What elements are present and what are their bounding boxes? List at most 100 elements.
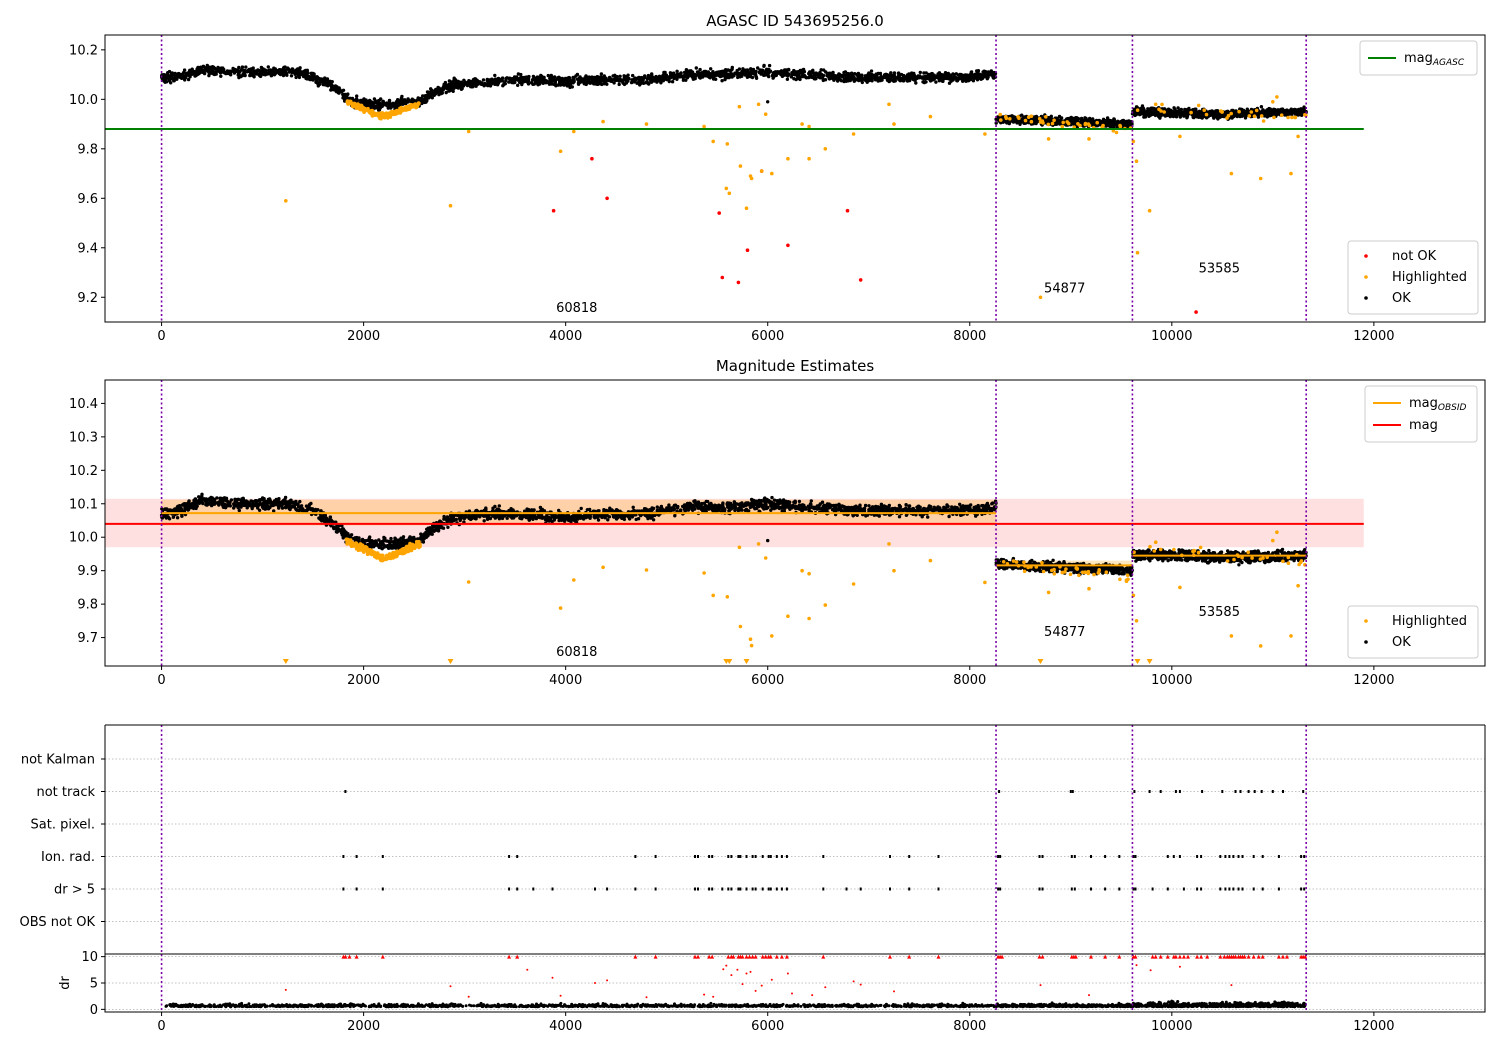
ok-point: [578, 75, 582, 79]
ok-point: [1196, 115, 1201, 119]
ok-point: [918, 70, 922, 75]
ok-point: [839, 79, 844, 83]
ok-point: [488, 78, 492, 82]
ok-point: [612, 81, 616, 85]
ok-point: [675, 77, 679, 82]
highlighted-point: [851, 132, 856, 136]
ok-point: [934, 80, 938, 84]
ok-point: [569, 80, 573, 84]
ok-point: [400, 94, 404, 99]
ok-point: [956, 73, 961, 77]
highlighted-point: [749, 176, 754, 181]
ok-point: [760, 68, 764, 73]
ok-point: [1004, 120, 1008, 124]
ok-point: [209, 70, 214, 74]
ok-point: [647, 77, 651, 81]
ok-point: [577, 79, 581, 83]
highlighted-point: [349, 101, 353, 106]
ok-point: [868, 72, 872, 76]
ok-point: [964, 79, 968, 83]
x-tick-label: 6000: [751, 329, 784, 344]
not-ok-point: [745, 248, 750, 252]
ok-point: [580, 80, 584, 84]
ok-point: [955, 77, 959, 81]
ok-point: [184, 71, 189, 76]
ok-point: [767, 63, 772, 68]
ok-point: [529, 81, 534, 85]
highlighted-point: [1076, 122, 1080, 126]
highlighted-point: [1202, 108, 1206, 112]
ok-point: [172, 77, 176, 81]
y-tick-label: 9.2: [77, 291, 98, 306]
highlighted-point: [724, 186, 729, 191]
ok-point: [983, 72, 987, 77]
ok-point: [822, 68, 826, 72]
ok-point: [326, 84, 330, 88]
ok-point: [315, 75, 319, 79]
ok-point: [298, 66, 302, 70]
ok-point: [843, 70, 848, 74]
ok-point: [694, 66, 698, 70]
highlighted-point: [410, 104, 415, 109]
ok-point: [844, 75, 849, 80]
highlighted-point: [807, 616, 811, 621]
plot-area: [105, 492, 1364, 664]
ok-point: [801, 67, 806, 72]
highlighted-point: [1029, 119, 1034, 124]
ok-point: [966, 75, 970, 79]
ok-point: [810, 69, 814, 74]
ok-point: [430, 88, 434, 93]
ok-point: [650, 73, 654, 78]
highlighted-point: [711, 593, 715, 598]
ok-point: [655, 505, 659, 509]
ok-point: [749, 75, 753, 79]
ok-point: [570, 85, 574, 89]
highlighted-point: [1296, 134, 1300, 139]
highlighted-point: [800, 568, 804, 573]
highlighted-point: [1061, 120, 1065, 125]
ok-point: [374, 106, 378, 110]
ok-point: [701, 75, 705, 79]
ok-point: [988, 73, 992, 77]
highlighted-point: [702, 124, 706, 129]
ok-point: [992, 70, 996, 75]
ok-point: [443, 80, 448, 85]
ok-point: [277, 68, 282, 72]
ok-point: [311, 73, 316, 78]
ok-point: [380, 104, 384, 109]
ok-point: [691, 77, 696, 81]
highlighted-point: [807, 124, 811, 129]
ok-point: [1271, 112, 1275, 116]
ok-point: [896, 75, 900, 79]
ok-point: [1222, 113, 1226, 117]
ok-point: [948, 75, 953, 79]
ok-point: [386, 102, 391, 107]
ok-point: [372, 97, 377, 101]
ok-point: [293, 72, 297, 77]
ok-point: [910, 71, 914, 75]
ok-point: [785, 77, 790, 82]
ok-point: [237, 65, 241, 70]
highlighted-point: [851, 582, 856, 586]
ok-point: [540, 78, 544, 82]
ok-point: [786, 74, 790, 78]
ok-point: [951, 76, 956, 81]
ok-point: [741, 69, 745, 74]
highlighted-point: [770, 634, 774, 638]
highlighted-point: [928, 114, 933, 119]
highlighted-point: [404, 108, 408, 112]
ok-point: [796, 73, 801, 78]
panel-title: Magnitude Estimates: [716, 357, 874, 375]
highlighted-point: [1261, 119, 1266, 123]
highlighted-point: [466, 129, 471, 134]
ok-point: [814, 71, 818, 75]
ok-point: [984, 70, 988, 74]
ok-point: [342, 96, 346, 100]
ok-point: [572, 79, 576, 83]
highlighted-point: [361, 108, 365, 112]
ok-point: [225, 69, 230, 73]
ok-point: [1192, 114, 1197, 118]
ok-point: [833, 77, 838, 81]
not-ok-point: [717, 211, 721, 215]
ok-point: [516, 83, 520, 88]
